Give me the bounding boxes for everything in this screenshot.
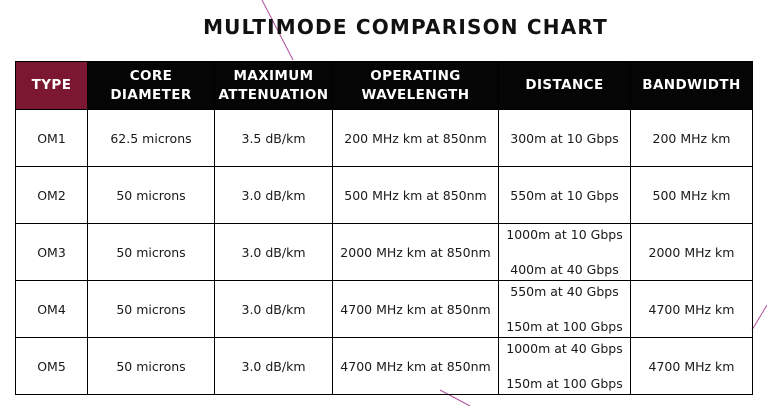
cell-bandwidth: 500 MHz km — [630, 166, 753, 224]
cell-type: OM1 — [15, 109, 88, 167]
header-max-attenuation-line1: MAXIMUM — [233, 67, 314, 84]
table-row: OM5 50 microns 3.0 dB/km 4700 MHz km at … — [15, 337, 753, 395]
cell-core-diameter: 50 microns — [87, 280, 215, 338]
cell-max-attenuation: 3.0 dB/km — [214, 223, 333, 281]
cell-max-attenuation: 3.5 dB/km — [214, 109, 333, 167]
header-operating-wavelength-line1: OPERATING — [370, 67, 461, 84]
cell-operating-wavelength: 4700 MHz km at 850nm — [332, 337, 499, 395]
header-distance: DISTANCE — [498, 61, 631, 110]
cell-type: OM3 — [15, 223, 88, 281]
distance-line-1: 1000m at 40 Gbps — [506, 341, 623, 356]
header-core-diameter: CORE DIAMETER — [87, 61, 215, 110]
cell-bandwidth: 4700 MHz km — [630, 337, 753, 395]
cell-core-diameter: 50 microns — [87, 223, 215, 281]
cell-distance: 550m at 10 Gbps — [498, 166, 631, 224]
distance-line-2: 400m at 40 Gbps — [510, 262, 619, 277]
cell-operating-wavelength: 500 MHz km at 850nm — [332, 166, 499, 224]
cell-operating-wavelength: 4700 MHz km at 850nm — [332, 280, 499, 338]
header-max-attenuation: MAXIMUM ATTENUATION — [214, 61, 333, 110]
cell-operating-wavelength: 2000 MHz km at 850nm — [332, 223, 499, 281]
cell-distance: 300m at 10 Gbps — [498, 109, 631, 167]
cell-core-diameter: 50 microns — [87, 166, 215, 224]
distance-line-2: 150m at 100 Gbps — [506, 376, 623, 391]
table-row: OM3 50 microns 3.0 dB/km 2000 MHz km at … — [15, 223, 753, 281]
table-row: OM1 62.5 microns 3.5 dB/km 200 MHz km at… — [15, 109, 753, 167]
cell-bandwidth: 2000 MHz km — [630, 223, 753, 281]
cell-bandwidth: 200 MHz km — [630, 109, 753, 167]
cell-type: OM4 — [15, 280, 88, 338]
cell-bandwidth: 4700 MHz km — [630, 280, 753, 338]
cell-max-attenuation: 3.0 dB/km — [214, 166, 333, 224]
distance-line-1: 1000m at 10 Gbps — [506, 227, 623, 242]
cell-max-attenuation: 3.0 dB/km — [214, 337, 333, 395]
header-bandwidth: BANDWIDTH — [630, 61, 753, 110]
cell-max-attenuation: 3.0 dB/km — [214, 280, 333, 338]
comparison-table: TYPE CORE DIAMETER MAXIMUM ATTENUATION OP… — [15, 61, 753, 395]
table-row: OM4 50 microns 3.0 dB/km 4700 MHz km at … — [15, 280, 753, 338]
header-row: TYPE CORE DIAMETER MAXIMUM ATTENUATION OP… — [15, 61, 753, 110]
cell-operating-wavelength: 200 MHz km at 850nm — [332, 109, 499, 167]
cell-type: OM5 — [15, 337, 88, 395]
table-body: OM1 62.5 microns 3.5 dB/km 200 MHz km at… — [15, 109, 753, 395]
cell-distance: 1000m at 10 Gbps 400m at 40 Gbps — [498, 223, 631, 281]
cell-type: OM2 — [15, 166, 88, 224]
table-row: OM2 50 microns 3.0 dB/km 500 MHz km at 8… — [15, 166, 753, 224]
header-operating-wavelength: OPERATING WAVELENGTH — [332, 61, 499, 110]
cell-core-diameter: 50 microns — [87, 337, 215, 395]
header-type: TYPE — [15, 61, 88, 110]
cell-core-diameter: 62.5 microns — [87, 109, 215, 167]
page-title: MULTIMODE COMPARISON CHART — [203, 15, 608, 39]
header-operating-wavelength-line2: WAVELENGTH — [361, 86, 470, 103]
distance-line-1: 550m at 40 Gbps — [510, 284, 619, 299]
decorative-line-right — [751, 304, 767, 331]
header-max-attenuation-line2: ATTENUATION — [218, 86, 329, 103]
distance-line-2: 150m at 100 Gbps — [506, 319, 623, 334]
table-header: TYPE CORE DIAMETER MAXIMUM ATTENUATION OP… — [15, 61, 753, 110]
cell-distance: 550m at 40 Gbps 150m at 100 Gbps — [498, 280, 631, 338]
cell-distance: 1000m at 40 Gbps 150m at 100 Gbps — [498, 337, 631, 395]
